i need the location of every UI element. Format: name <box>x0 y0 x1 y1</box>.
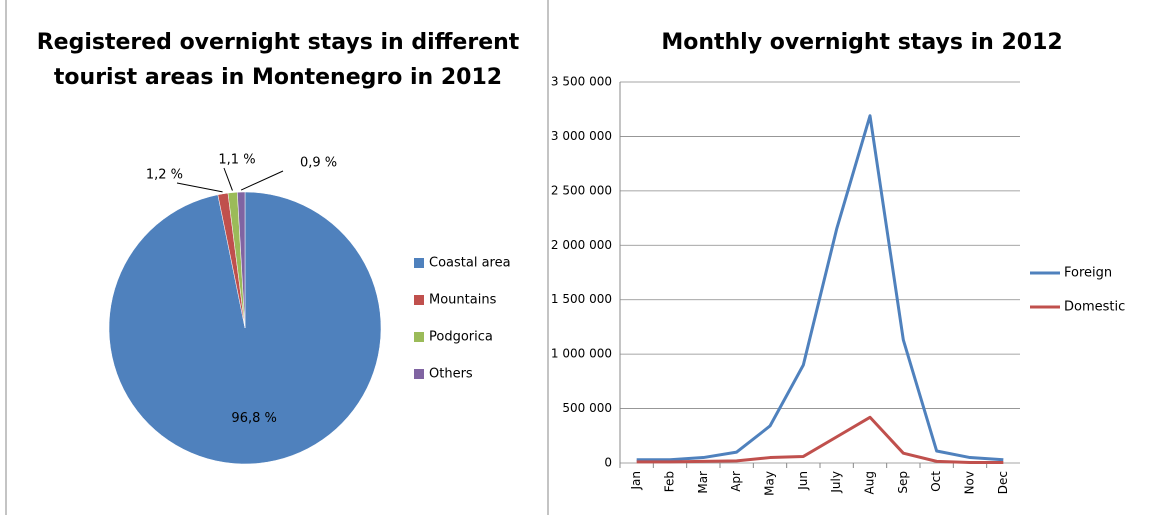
legend-swatch <box>414 258 424 268</box>
legend-swatch <box>414 332 424 342</box>
chart-title: tourist areas in Montenegro in 2012 <box>54 65 502 90</box>
x-tick-label: July <box>829 471 843 494</box>
y-tick-label: 2 500 000 <box>551 183 612 197</box>
y-tick-label: 500 000 <box>562 401 612 415</box>
legend-label: Podgorica <box>429 330 493 345</box>
data-label: 96,8 % <box>231 411 276 426</box>
legend-label: Coastal area <box>429 256 511 271</box>
x-tick-label: Jun <box>796 471 810 491</box>
data-label: 1,1 % <box>218 153 255 168</box>
x-tick-label: Sep <box>896 471 910 494</box>
leader-line <box>176 182 223 193</box>
line-series <box>636 415 1004 464</box>
chart-title: Monthly overnight stays in 2012 <box>661 30 1062 55</box>
y-tick-label: 3 500 000 <box>551 75 612 89</box>
pie-slice <box>237 191 246 329</box>
y-tick-label: 3 000 000 <box>551 129 612 143</box>
x-tick-label: May <box>763 471 777 496</box>
legend-label: Domestic <box>1064 300 1125 315</box>
x-tick-label: Feb <box>663 471 677 492</box>
y-tick-label: 1 000 000 <box>551 347 612 361</box>
chart-title: Registered overnight stays in different <box>37 30 520 55</box>
x-tick-label: Jan <box>629 471 643 491</box>
x-tick-label: Aug <box>863 471 877 494</box>
legend-label: Mountains <box>429 293 497 308</box>
legend-label: Foreign <box>1064 266 1112 281</box>
x-tick-label: Dec <box>996 471 1010 494</box>
leader-line <box>240 170 284 191</box>
x-tick-label: Mar <box>696 471 710 494</box>
data-label: 1,2 % <box>146 168 183 183</box>
legend-swatch <box>414 295 424 305</box>
x-tick-label: Nov <box>963 471 977 494</box>
x-tick-label: Oct <box>929 471 943 492</box>
y-tick-label: 2 000 000 <box>551 238 612 252</box>
legend-label: Others <box>429 367 473 382</box>
y-tick-label: 1 500 000 <box>551 292 612 306</box>
legend-swatch <box>414 369 424 379</box>
line-series <box>636 114 1004 462</box>
x-tick-label: Apr <box>729 471 743 492</box>
y-tick-label: 0 <box>604 456 612 470</box>
leader-line <box>223 167 233 191</box>
data-label: 0,9 % <box>300 156 337 171</box>
